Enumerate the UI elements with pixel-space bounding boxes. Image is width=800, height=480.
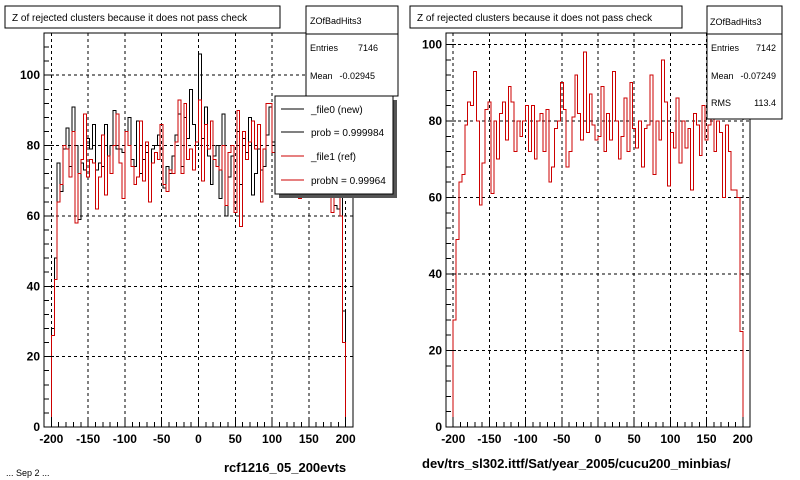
- x-tick-label: 50: [229, 432, 243, 446]
- left-stats-box: [305, 5, 399, 97]
- right-chart-caption: dev/trs_sl302.ittf/Sat/year_2005/cucu200…: [422, 456, 731, 471]
- x-tick-label: 100: [262, 432, 282, 446]
- right-stats-value-mean: -0.07249: [740, 71, 776, 81]
- left-stats-label-entries: Entries: [310, 43, 339, 53]
- right-stats-value-entries: 7142: [756, 43, 776, 53]
- y-tick-label: 60: [27, 209, 41, 223]
- x-tick-label: 100: [660, 432, 680, 446]
- y-tick-label: 80: [429, 114, 443, 128]
- legend-label-ref: _file1 (ref): [310, 152, 356, 163]
- x-tick-label: -200: [39, 432, 63, 446]
- x-tick-label: -150: [477, 432, 501, 446]
- left-histogram-panel: Z of rejected clusters because it does n…: [4, 5, 399, 475]
- x-tick-label: 0: [195, 432, 202, 446]
- x-tick-label: 0: [595, 432, 602, 446]
- plot-frame: [445, 32, 751, 428]
- x-tick-label: -200: [441, 432, 465, 446]
- x-tick-label: -150: [76, 432, 100, 446]
- left-stats-label-mean: Mean: [310, 71, 333, 81]
- y-tick-label: 60: [429, 190, 443, 204]
- legend-label-new: _file0 (new): [310, 105, 363, 116]
- histogram-series-ref: [452, 51, 744, 427]
- left-stats-value-mean: -0.02945: [339, 71, 375, 81]
- right-title-box: [409, 5, 683, 29]
- x-tick-label: 200: [733, 432, 753, 446]
- left-stats-value-entries: 7146: [358, 43, 378, 53]
- x-tick-label: 200: [336, 432, 356, 446]
- left-title-box: [4, 5, 281, 29]
- x-tick-label: -100: [113, 432, 137, 446]
- x-tick-label: 50: [628, 432, 642, 446]
- right-stats-label-rms: RMS: [711, 98, 731, 108]
- left-chart-title: Z of rejected clusters because it does n…: [12, 13, 248, 24]
- right-chart-title: Z of rejected clusters because it does n…: [417, 13, 653, 24]
- y-tick-label: 40: [429, 267, 443, 281]
- x-tick-label: 150: [697, 432, 717, 446]
- y-tick-label: 20: [27, 350, 41, 364]
- right-plot-area: -200 -150 -100 -50 0 50 100 150 200 0 20 40 60 80 100: [422, 32, 753, 446]
- right-histogram-panel: Z of rejected clusters because it does n…: [409, 5, 783, 471]
- x-tick-label: -100: [514, 432, 538, 446]
- right-stats-value-rms: 113.4: [754, 98, 776, 108]
- y-tick-label: 0: [435, 420, 442, 434]
- legend-label-probn: probN = 0.99964: [311, 176, 386, 187]
- right-stats-name: ZOfBadHits3: [710, 17, 762, 27]
- right-stats-label-entries: Entries: [711, 43, 740, 53]
- x-tick-label: 150: [299, 432, 319, 446]
- y-tick-label: 0: [33, 420, 40, 434]
- y-tick-label: 40: [27, 279, 41, 293]
- y-tick-label: 100: [422, 37, 442, 51]
- legend-label-prob: prob = 0.999984: [311, 128, 385, 139]
- legend-box: [274, 95, 394, 195]
- left-stats-name: ZOfBadHits3: [310, 16, 362, 26]
- x-tick-label: -50: [553, 432, 571, 446]
- right-stats-label-mean: Mean: [711, 71, 734, 81]
- left-plot-area: -200 -150 -100 -50 0 50 100 150 200 0 20 40 60 80 100: [20, 32, 356, 446]
- x-tick-label: -50: [153, 432, 171, 446]
- right-stats-box: [706, 5, 783, 120]
- footer-fragment: ... Sep 2 ...: [6, 468, 50, 478]
- left-legend: _file0 (new) prob = 0.999984 _file1 (ref…: [274, 95, 397, 198]
- left-chart-caption: rcf1216_05_200evts: [224, 460, 346, 475]
- y-tick-label: 20: [429, 343, 443, 357]
- y-tick-label: 80: [27, 139, 41, 153]
- y-tick-label: 100: [20, 68, 40, 82]
